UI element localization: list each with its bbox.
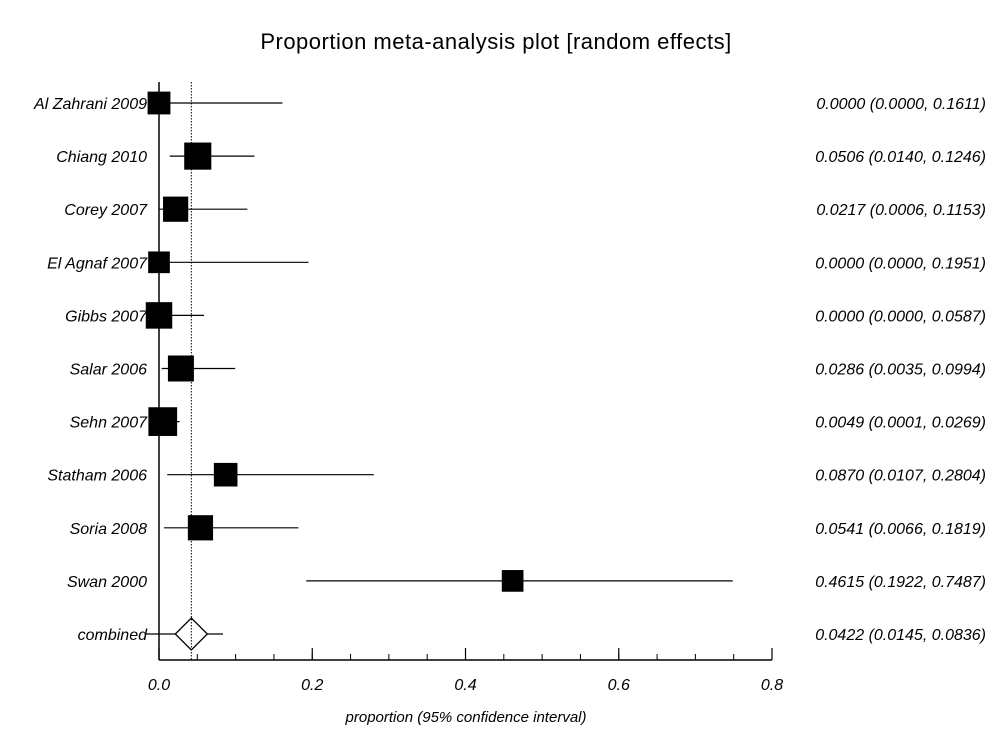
point-estimate-marker [167,355,194,382]
x-tick-label: 0.2 [301,677,323,694]
study-row: Swan 2000 0.4615 (0.1922, 0.7487) [67,570,986,592]
study-row: Corey 2007 0.0217 (0.0006, 0.1153) [64,196,986,222]
study-label: Swan 2000 [67,574,147,591]
x-tick-label: 0.0 [148,677,170,694]
ci-value-label: 0.0000 (0.0000, 0.1611) [816,96,986,113]
point-estimate-marker [213,462,238,487]
ci-value-label: 0.0049 (0.0001, 0.0269) [815,415,986,432]
ci-value-label: 0.0217 (0.0006, 0.1153) [816,202,986,219]
study-label: Gibbs 2007 [65,308,148,325]
study-row: Chiang 2010 0.0506 (0.0140, 0.1246) [56,142,986,170]
point-estimate-marker [163,196,189,222]
ci-value-label: 0.0286 (0.0035, 0.0994) [815,362,986,379]
study-row: Soria 2008 0.0541 (0.0066, 0.1819) [70,515,986,541]
point-estimate-marker [148,407,178,436]
study-label: Salar 2006 [70,362,147,379]
study-row: Gibbs 2007 0.0000 (0.0000, 0.0587) [65,302,986,329]
study-row: Statham 2006 0.0870 (0.0107, 0.2804) [47,462,986,487]
combined-ci-value-label: 0.0422 (0.0145, 0.0836) [815,627,986,644]
ci-value-label: 0.0541 (0.0066, 0.1819) [815,521,986,538]
study-row: Al Zahrani 2009 0.0000 (0.0000, 0.1611) [33,91,986,115]
point-estimate-marker [187,515,214,541]
study-label: El Agnaf 2007 [47,255,148,272]
combined-label: combined [78,627,148,644]
axes [158,82,772,661]
x-tick-label: 0.8 [761,677,783,694]
study-label: Sehn 2007 [70,415,149,432]
study-label: Chiang 2010 [56,149,147,166]
chart-title: Proportion meta-analysis plot [random ef… [260,29,731,54]
x-axis-ticks: 0.0 0.2 0.4 0.6 0.8 [148,648,783,694]
study-label: Corey 2007 [64,202,148,219]
study-label: Al Zahrani 2009 [33,96,147,113]
ci-value-label: 0.4615 (0.1922, 0.7487) [815,574,986,591]
x-tick-label: 0.6 [608,677,630,694]
study-label: Statham 2006 [47,468,147,485]
ci-value-label: 0.0506 (0.0140, 0.1246) [815,149,986,166]
x-tick-label: 0.4 [454,677,476,694]
combined-row: combined 0.0422 (0.0145, 0.0836) [78,617,986,651]
ci-value-label: 0.0000 (0.0000, 0.1951) [815,255,986,272]
study-row: Salar 2006 0.0286 (0.0035, 0.0994) [70,355,986,382]
study-row: El Agnaf 2007 0.0000 (0.0000, 0.1951) [47,251,986,274]
point-estimate-marker [184,142,212,170]
study-rows: Al Zahrani 2009 0.0000 (0.0000, 0.1611) Ch… [33,91,986,651]
study-row: Sehn 2007 0.0049 (0.0001, 0.0269) [70,407,986,436]
ci-value-label: 0.0870 (0.0107, 0.2804) [815,468,986,485]
x-axis-label: proportion (95% confidence interval) [345,709,587,726]
ci-value-label: 0.0000 (0.0000, 0.0587) [815,308,986,325]
point-estimate-marker [501,570,524,592]
study-label: Soria 2008 [70,521,147,538]
